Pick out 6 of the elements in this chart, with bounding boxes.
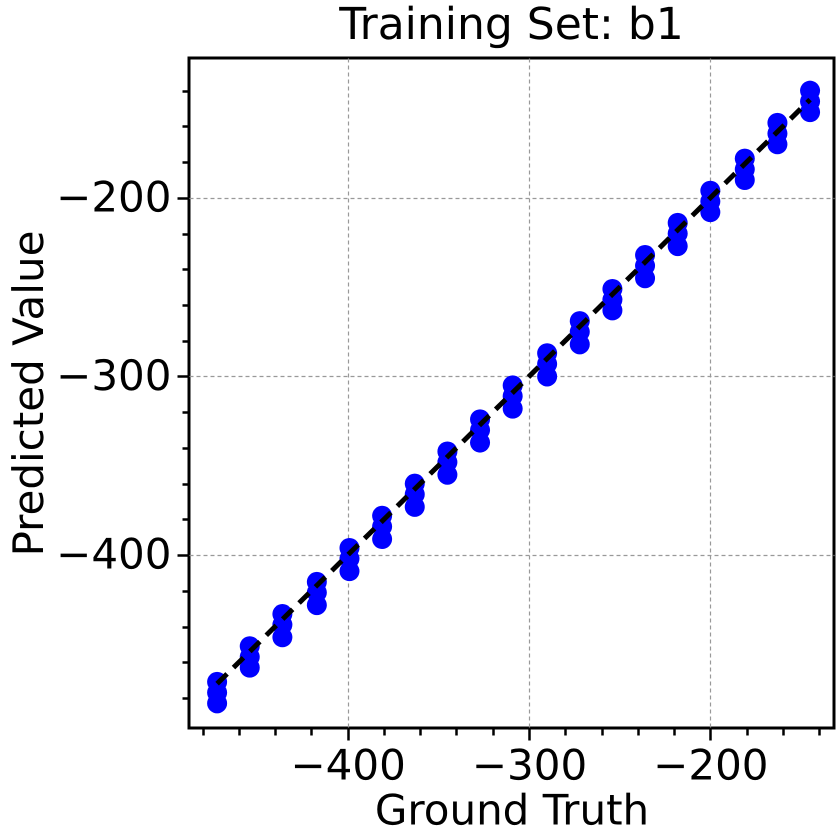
y-tick-label: −300 (56, 350, 172, 400)
y-tick-label: −400 (56, 530, 172, 579)
y-tick-label: −200 (56, 172, 172, 222)
x-tick-label: −200 (653, 740, 769, 790)
y-axis-title: Predicted Value (4, 230, 54, 556)
chart-title: Training Set: b1 (338, 0, 684, 50)
